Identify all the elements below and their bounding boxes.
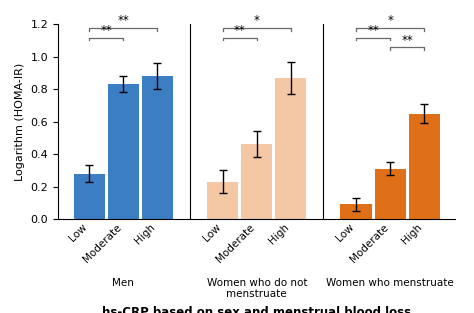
Bar <box>142 76 173 219</box>
Text: **: ** <box>367 24 379 37</box>
Bar <box>207 182 238 219</box>
Text: *: * <box>254 14 260 27</box>
Bar <box>275 78 306 219</box>
Bar <box>108 84 139 219</box>
Text: **: ** <box>234 24 246 37</box>
Text: **: ** <box>100 24 112 37</box>
Text: Women who do not
menstruate: Women who do not menstruate <box>207 278 307 299</box>
Text: *: * <box>387 14 393 27</box>
X-axis label: hs-CRP based on sex and menstrual blood loss: hs-CRP based on sex and menstrual blood … <box>102 305 411 313</box>
Text: Men: Men <box>112 278 134 288</box>
Bar <box>340 204 372 219</box>
Y-axis label: Logarithm (HOMA-IR): Logarithm (HOMA-IR) <box>15 63 25 181</box>
Bar <box>374 169 406 219</box>
Bar <box>73 174 105 219</box>
Text: **: ** <box>401 34 413 47</box>
Text: Women who menstruate: Women who menstruate <box>326 278 454 288</box>
Text: **: ** <box>118 14 129 27</box>
Bar <box>241 144 273 219</box>
Bar <box>409 114 440 219</box>
